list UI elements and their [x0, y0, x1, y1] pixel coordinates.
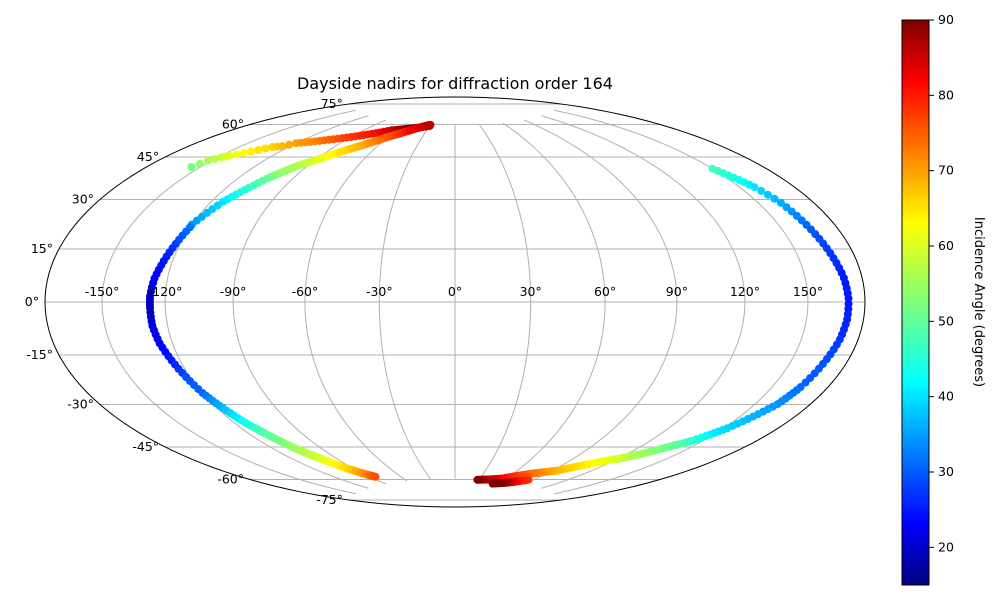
lon-tick-label: -90°	[220, 284, 247, 299]
data-point	[232, 150, 241, 159]
lon-tick-label: 150°	[793, 284, 823, 299]
data-point	[770, 194, 779, 203]
colorbar-tick-label: 60	[938, 238, 954, 253]
lat-tick-label: -45°	[132, 439, 159, 454]
data-point	[757, 186, 766, 195]
data-point	[204, 156, 213, 165]
lat-tick-label: -30°	[67, 397, 94, 412]
data-point	[776, 198, 785, 207]
colorbar-ticks: 20 30 40 50 60 70 80 90	[929, 12, 954, 554]
lon-tick-label: 120°	[730, 284, 760, 299]
lon-tick-label: 90°	[666, 284, 688, 299]
data-point	[195, 159, 204, 168]
map-outline	[44, 96, 866, 508]
lon-tick-label: -120°	[148, 284, 183, 299]
data-point	[426, 120, 435, 129]
lat-tick-label: 15°	[31, 241, 53, 256]
colorbar-tick-label: 30	[938, 464, 954, 479]
lon-tick-label: -60°	[292, 284, 319, 299]
data-point	[278, 142, 287, 151]
lon-tick-label: -150°	[85, 284, 120, 299]
data-point	[239, 148, 248, 157]
colorbar-tick-label: 90	[938, 12, 954, 27]
colorbar	[901, 19, 930, 586]
data-point	[371, 472, 380, 481]
lat-tick-label: -15°	[26, 347, 53, 362]
lat-tick-label: 60°	[222, 116, 244, 131]
colorbar-tick-label: 50	[938, 313, 954, 328]
lat-tick-label: 30°	[72, 192, 94, 207]
data-point	[750, 183, 759, 192]
lat-tick-label: -75°	[316, 492, 343, 507]
lat-tick-label: 45°	[137, 149, 159, 164]
colorbar-label: Incidence Angle (degrees)	[971, 217, 986, 387]
lat-tick-label: 0°	[25, 294, 39, 309]
data-point	[285, 140, 294, 149]
data-point	[247, 147, 256, 156]
data-point	[473, 475, 482, 484]
lon-tick-label: 0°	[448, 284, 462, 299]
graticule	[45, 103, 865, 501]
colorbar-tick-label: 70	[938, 163, 954, 178]
lon-tick-label: 60°	[594, 284, 616, 299]
data-point	[488, 479, 497, 488]
data-point	[782, 203, 791, 212]
lat-tick-label: 75°	[321, 96, 343, 111]
colorbar-tick-label: 20	[938, 539, 954, 554]
colorbar-tick-label: 80	[938, 87, 954, 102]
lon-tick-label: -30°	[366, 284, 393, 299]
colorbar-tick-label: 40	[938, 389, 954, 404]
data-points	[145, 120, 853, 488]
latitude-tick-labels: -75° -60° -45° -30° -15° 0° 15° 30° 45° 60° 75°	[25, 96, 343, 507]
data-point	[254, 145, 263, 154]
data-point	[187, 163, 196, 172]
data-point	[261, 144, 270, 153]
longitude-tick-labels: -150° -120° -90° -60° -30° 0° 30° 60° 90° 120° 150…	[85, 284, 823, 299]
data-point	[225, 151, 234, 160]
data-point	[210, 154, 219, 163]
chart-title: Dayside nadirs for diffraction order 164	[297, 74, 613, 93]
data-point	[763, 190, 772, 199]
lat-tick-label: -60°	[217, 472, 244, 487]
lon-tick-label: 30°	[520, 284, 542, 299]
